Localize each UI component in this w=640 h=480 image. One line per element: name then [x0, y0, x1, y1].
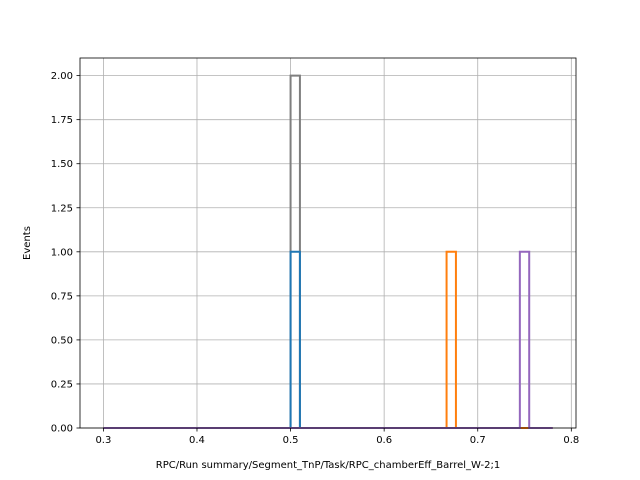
- y-tick-label: 1.00: [51, 247, 73, 258]
- x-tick-label: 0.7: [470, 435, 486, 446]
- y-tick-label: 0.00: [51, 424, 73, 435]
- grid: [80, 58, 576, 429]
- y-axis-label: Events: [22, 226, 33, 260]
- y-tick-label: 0.50: [51, 335, 73, 346]
- y-tick-label: 1.25: [51, 203, 73, 214]
- x-tick-label: 0.8: [563, 435, 579, 446]
- x-axis-ticks: 0.3 0.4 0.5 0.6 0.7 0.8: [95, 428, 579, 446]
- y-tick-label: 0.75: [51, 291, 73, 302]
- y-tick-label: 1.75: [51, 115, 73, 126]
- x-tick-label: 0.3: [95, 435, 111, 446]
- y-axis-ticks: 0.00 0.25 0.50 0.75 1.00 1.25 1.50 1.75 2.00: [51, 71, 80, 435]
- x-tick-label: 0.6: [376, 435, 392, 446]
- x-tick-label: 0.5: [283, 435, 299, 446]
- x-axis-label: RPC/Run summary/Segment_TnP/Task/RPC_cha…: [156, 460, 500, 471]
- y-tick-label: 1.50: [51, 159, 73, 170]
- plot-frame: [79, 57, 577, 429]
- y-tick-label: 2.00: [51, 71, 73, 82]
- x-tick-label: 0.4: [189, 435, 205, 446]
- y-tick-label: 0.25: [51, 379, 73, 390]
